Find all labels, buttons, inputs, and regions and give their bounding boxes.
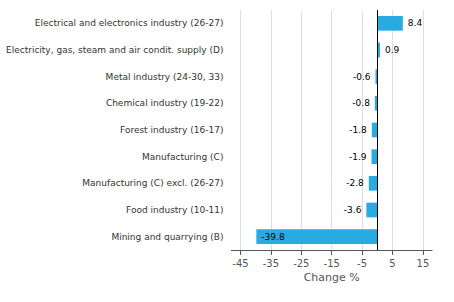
svg-text:-25: -25 [293, 258, 309, 269]
svg-text:5: 5 [389, 258, 395, 269]
svg-text:0.9: 0.9 [385, 45, 400, 55]
svg-text:Manufacturing (C): Manufacturing (C) [142, 152, 223, 162]
svg-text:Change %: Change % [304, 271, 360, 284]
svg-text:Forest industry (16-17): Forest industry (16-17) [120, 125, 223, 135]
svg-text:-3.6: -3.6 [344, 205, 362, 215]
svg-text:Chemical industry (19-22): Chemical industry (19-22) [106, 98, 224, 108]
svg-text:Food industry (10-11): Food industry (10-11) [126, 205, 223, 215]
svg-text:Electrical and electronics ind: Electrical and electronics industry (26-… [35, 18, 224, 28]
svg-text:-1.9: -1.9 [349, 152, 367, 162]
svg-text:8.4: 8.4 [408, 18, 423, 28]
svg-text:Metal industry (24-30, 33): Metal industry (24-30, 33) [106, 72, 224, 82]
svg-text:-0.8: -0.8 [352, 98, 370, 108]
svg-text:Electricity, gas, steam and ai: Electricity, gas, steam and air condit. … [6, 45, 223, 55]
svg-text:-0.6: -0.6 [353, 72, 371, 82]
svg-text:Manufacturing (C) excl. (26-27: Manufacturing (C) excl. (26-27) [82, 178, 223, 188]
svg-text:-1.8: -1.8 [349, 125, 367, 135]
svg-text:Mining and quarrying (B): Mining and quarrying (B) [111, 232, 223, 242]
svg-text:15: 15 [417, 258, 430, 269]
svg-text:-39.8: -39.8 [261, 232, 285, 242]
svg-text:-35: -35 [263, 258, 279, 269]
svg-text:-15: -15 [324, 258, 340, 269]
svg-text:-5: -5 [357, 258, 367, 269]
svg-text:-2.8: -2.8 [346, 178, 364, 188]
svg-text:-45: -45 [232, 258, 248, 269]
